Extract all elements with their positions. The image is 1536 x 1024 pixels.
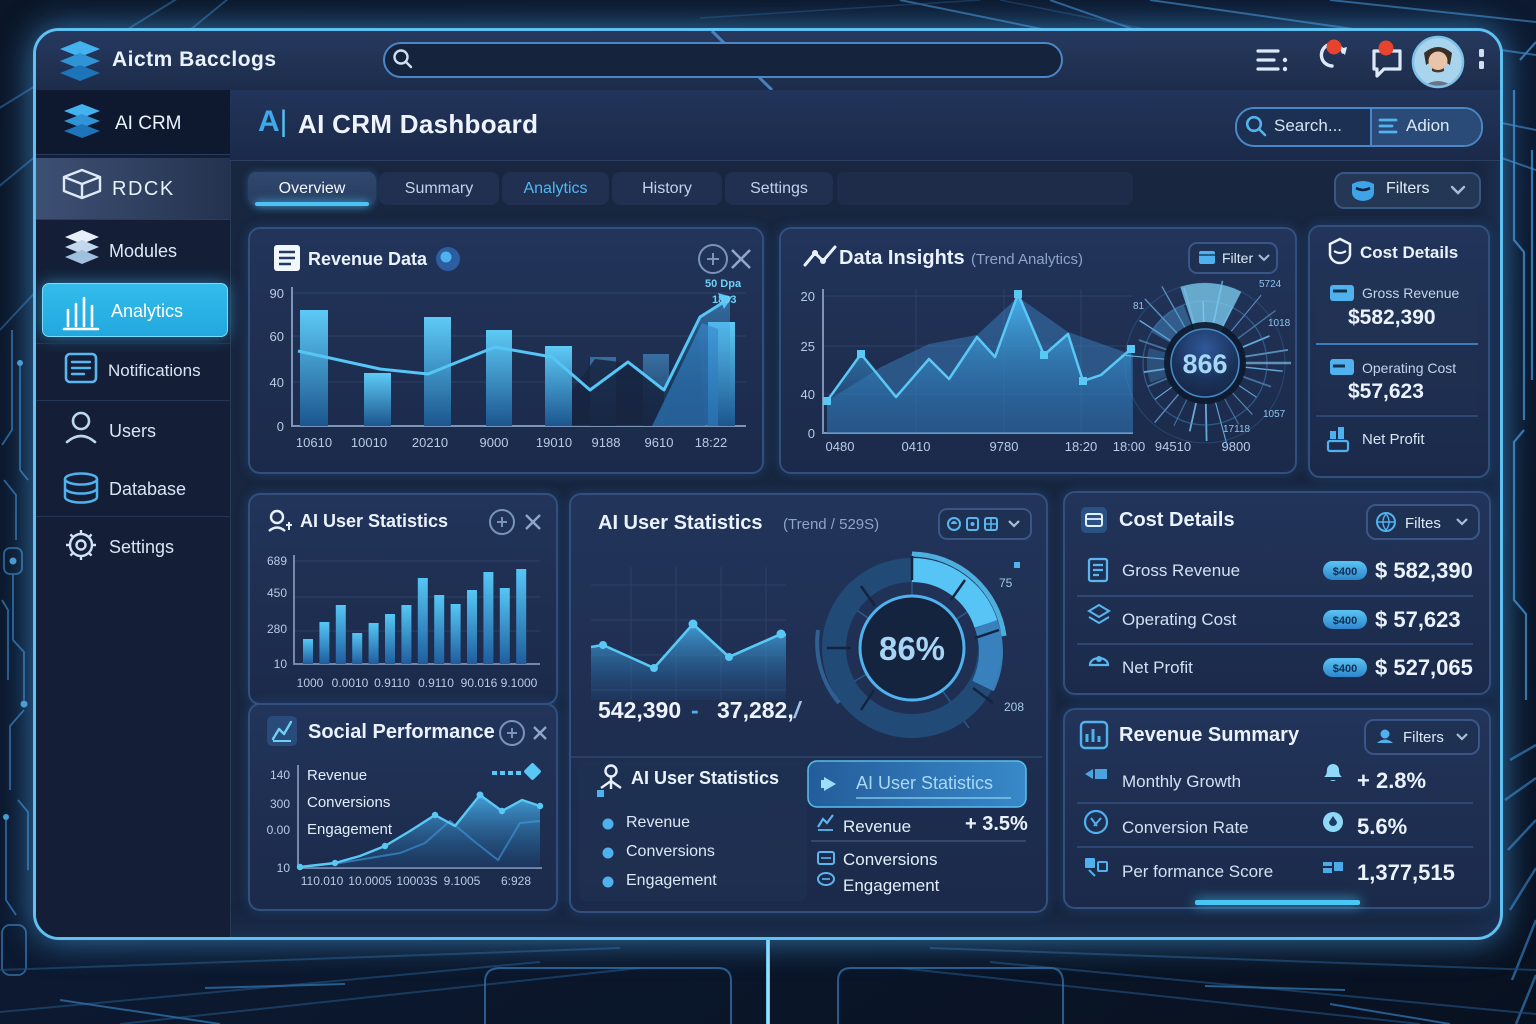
svg-text:0.9110: 0.9110: [374, 676, 410, 690]
svg-text:20: 20: [801, 289, 815, 304]
svg-text:37,282,/: 37,282,/: [717, 697, 803, 723]
svg-text:10003S: 10003S: [396, 874, 437, 888]
svg-text:1057: 1057: [1263, 409, 1286, 420]
svg-text:Filters: Filters: [1403, 729, 1444, 746]
svg-text:90: 90: [270, 286, 284, 301]
svg-text:-: -: [691, 697, 699, 723]
svg-text:Filtes: Filtes: [1405, 515, 1441, 532]
svg-text:689: 689: [267, 554, 287, 568]
svg-text:0.0010: 0.0010: [332, 676, 369, 690]
svg-text:60: 60: [270, 329, 284, 344]
svg-text:866: 866: [1182, 349, 1227, 379]
svg-text:9000: 9000: [480, 435, 509, 450]
svg-text:450: 450: [267, 586, 287, 600]
svg-text:542,390: 542,390: [598, 697, 681, 723]
svg-text:1000: 1000: [297, 676, 324, 690]
svg-text:18:00: 18:00: [1113, 439, 1146, 454]
svg-text:$400: $400: [1333, 615, 1357, 627]
svg-text:10010: 10010: [351, 435, 387, 450]
svg-text:1018: 1018: [1268, 318, 1291, 329]
svg-text:6:928: 6:928: [501, 874, 531, 888]
svg-text:140: 140: [270, 768, 290, 782]
svg-text:0410: 0410: [902, 439, 931, 454]
svg-text:81: 81: [1133, 301, 1145, 312]
svg-text:5724: 5724: [1259, 279, 1282, 290]
svg-text:10: 10: [277, 861, 291, 875]
svg-text:19010: 19010: [536, 435, 572, 450]
svg-text:0480: 0480: [826, 439, 855, 454]
svg-text:10610: 10610: [296, 435, 332, 450]
svg-text:86%: 86%: [879, 630, 945, 667]
svg-text:90.016: 90.016: [461, 676, 498, 690]
svg-text:0: 0: [277, 419, 284, 434]
svg-text:10.0005: 10.0005: [348, 874, 392, 888]
svg-text:300: 300: [270, 797, 290, 811]
svg-text:0.9110: 0.9110: [418, 676, 454, 690]
svg-text:9188: 9188: [592, 435, 621, 450]
svg-text:18:22: 18:22: [695, 435, 728, 450]
svg-text:9.1000: 9.1000: [501, 676, 538, 690]
svg-text:280: 280: [267, 622, 287, 636]
svg-text:20210: 20210: [412, 435, 448, 450]
svg-text:9.1005: 9.1005: [444, 874, 481, 888]
svg-text:Filter: Filter: [1222, 250, 1253, 266]
svg-text:17118: 17118: [1223, 424, 1251, 435]
svg-text:25: 25: [801, 339, 815, 354]
svg-text:9610: 9610: [645, 435, 674, 450]
svg-text:18:20: 18:20: [1065, 439, 1098, 454]
svg-text:$400: $400: [1333, 566, 1357, 578]
svg-text:94510: 94510: [1155, 439, 1191, 454]
svg-text:$400: $400: [1333, 663, 1357, 675]
svg-text:50 Dpa: 50 Dpa: [705, 278, 742, 290]
svg-text:9800: 9800: [1222, 439, 1251, 454]
svg-text:208: 208: [1004, 700, 1024, 714]
svg-text:0.00: 0.00: [267, 823, 291, 837]
svg-text:75: 75: [999, 576, 1013, 590]
svg-text:110.010: 110.010: [301, 874, 344, 888]
svg-text:40: 40: [270, 375, 284, 390]
svg-text:10: 10: [274, 657, 288, 671]
svg-text:0: 0: [808, 426, 815, 441]
svg-text:1893: 1893: [712, 294, 736, 306]
svg-text:40: 40: [801, 387, 815, 402]
svg-text:9780: 9780: [990, 439, 1019, 454]
